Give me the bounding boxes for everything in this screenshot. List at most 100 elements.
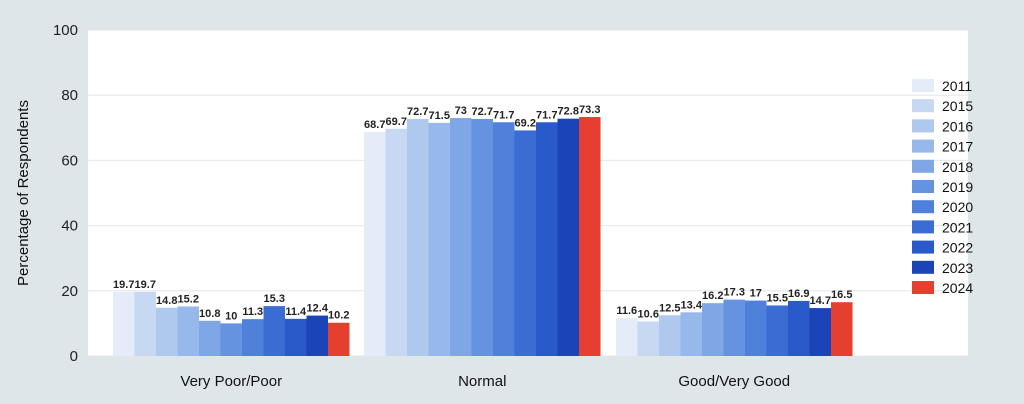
bar: [220, 323, 242, 356]
data-label: 73: [455, 105, 467, 117]
data-label: 73.3: [579, 104, 600, 116]
data-label: 13.4: [681, 299, 703, 311]
legend-label: 2015: [942, 98, 973, 114]
bar: [723, 299, 745, 356]
data-label: 15.3: [264, 293, 285, 305]
data-label: 68.7: [364, 119, 385, 131]
data-label: 71.7: [536, 109, 557, 121]
legend-swatch: [912, 99, 934, 113]
bar: [113, 291, 135, 356]
data-label: 72.7: [472, 106, 493, 118]
legend-label: 2018: [942, 159, 973, 175]
data-label: 16.5: [831, 289, 852, 301]
chart-frame: 0 20 40 60 80 100 19.7 19.7 14.8 15.2 10.8 10 11.3 1…: [6, 6, 1018, 398]
bar: [536, 122, 558, 357]
legend-label: 2016: [942, 118, 973, 134]
bar: [493, 122, 515, 357]
y-tick-label: 40: [61, 218, 78, 235]
data-label: 72.7: [407, 106, 428, 118]
data-label: 12.4: [307, 303, 329, 315]
data-label: 10.2: [328, 310, 349, 322]
legend-swatch: [912, 200, 934, 214]
y-tick-label: 100: [53, 22, 78, 39]
bar: [788, 300, 810, 356]
x-category-label: Normal: [458, 373, 506, 390]
legend-swatch: [912, 260, 934, 274]
legend-label: 2021: [942, 219, 973, 235]
legend-swatch: [912, 159, 934, 173]
data-label: 11.6: [616, 305, 637, 317]
data-label: 72.8: [558, 106, 579, 118]
legend-label: 2011: [942, 78, 972, 94]
bar: [766, 305, 788, 356]
x-axis-categories: Very Poor/Poor Normal Good/Very Good: [180, 373, 790, 390]
bar: [680, 312, 702, 356]
legend-swatch: [912, 240, 934, 254]
bar: [809, 308, 831, 356]
data-label: 10: [225, 310, 237, 322]
data-label: 10.8: [199, 308, 220, 320]
legend-swatch: [912, 139, 934, 153]
data-label: 11.4: [285, 306, 307, 318]
data-label: 19.7: [113, 279, 134, 291]
y-axis-title: Percentage of Respondents: [15, 100, 32, 286]
bar: [177, 306, 199, 356]
legend-swatch: [912, 220, 934, 234]
data-label: 71.7: [493, 109, 514, 121]
legend-label: 2020: [942, 199, 973, 215]
y-tick-label: 80: [61, 87, 78, 104]
bar: [385, 128, 407, 356]
legend-label: 2017: [942, 139, 973, 155]
bar: [702, 303, 724, 356]
data-label: 11.3: [242, 306, 263, 318]
legend-label: 2019: [942, 179, 973, 195]
y-tick-label: 60: [61, 152, 78, 169]
bar: [579, 117, 601, 357]
data-label: 69.7: [386, 116, 407, 128]
y-axis-ticks: 0 20 40 60 80 100: [53, 22, 78, 365]
bar: [745, 300, 767, 356]
bar: [616, 318, 638, 356]
legend-swatch: [912, 119, 934, 133]
data-label: 15.2: [178, 293, 199, 305]
data-label: 69.2: [515, 117, 536, 129]
legend-label: 2022: [942, 240, 973, 256]
data-label: 17: [750, 288, 762, 300]
bar: [263, 306, 285, 356]
data-label: 15.5: [767, 292, 788, 304]
data-label: 19.7: [135, 279, 156, 291]
bar: [156, 307, 178, 356]
data-label: 14.8: [156, 295, 177, 307]
bars: [113, 117, 853, 357]
legend-label: 2024: [942, 280, 973, 296]
bar: [306, 315, 328, 356]
y-tick-label: 0: [70, 348, 78, 365]
data-label: 16.9: [788, 288, 809, 300]
bar: [428, 122, 450, 356]
data-label: 10.6: [638, 308, 659, 320]
legend-swatch: [912, 79, 934, 92]
data-label: 12.5: [659, 302, 680, 314]
bar: [659, 315, 681, 356]
legend-swatch: [912, 281, 934, 294]
legend-label: 2023: [942, 260, 973, 276]
bar: [364, 132, 386, 356]
x-category-label: Good/Very Good: [678, 373, 790, 390]
bar: [450, 118, 472, 357]
bar: [831, 302, 853, 356]
bar: [242, 319, 264, 356]
data-label: 14.7: [810, 295, 831, 307]
bar: [557, 118, 579, 356]
bar: [285, 318, 307, 356]
data-label: 17.3: [724, 287, 745, 299]
bar: [471, 118, 493, 356]
bar: [637, 321, 659, 356]
data-label: 16.2: [702, 290, 723, 302]
data-labels: 19.7 19.714.8 15.210.8 10 11.315.311.4 12.410…: [113, 104, 852, 322]
bar: [407, 118, 429, 356]
bar: [328, 322, 350, 356]
legend-swatch: [912, 180, 934, 193]
y-tick-label: 20: [61, 283, 78, 300]
bar: [514, 130, 536, 356]
